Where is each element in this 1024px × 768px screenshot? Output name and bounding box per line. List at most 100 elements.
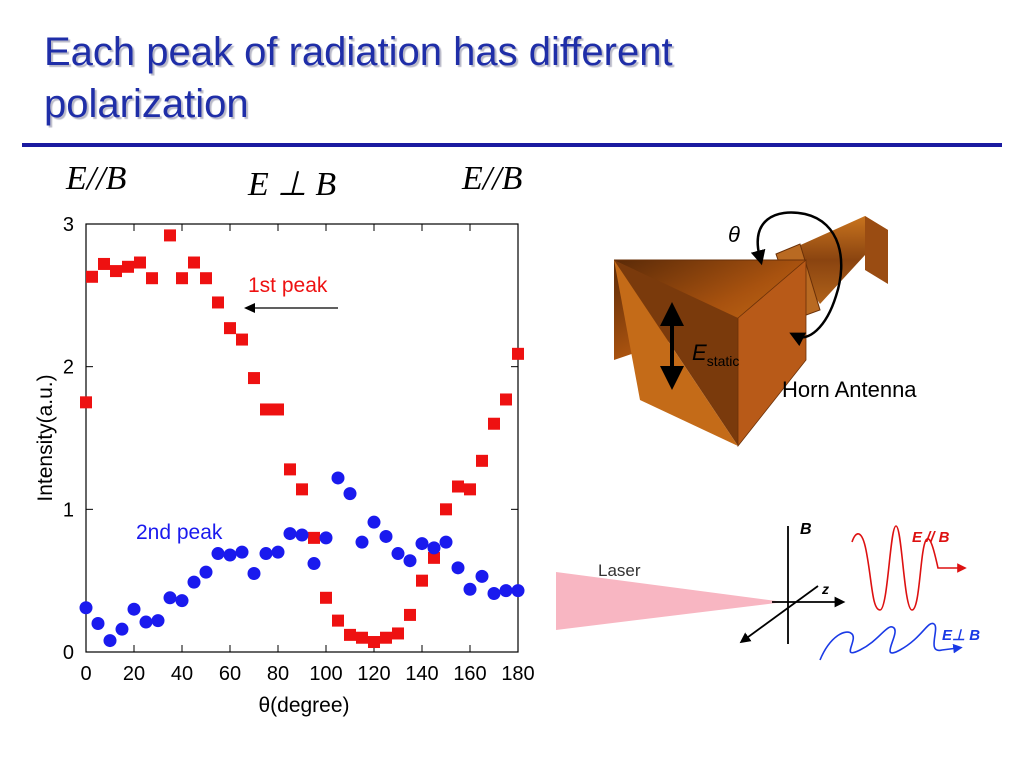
data-point-square [146,272,158,285]
data-point-square [284,463,296,476]
plot-frame [85,223,519,653]
data-point-circle [271,545,285,559]
data-point-circle [439,535,453,549]
data-point-circle [259,547,273,561]
series-1st-peak [80,229,524,649]
b-axis-label: B [800,521,812,538]
data-point-circle [463,582,477,596]
x-tick-label: 60 [219,663,241,685]
data-point-square [380,631,392,644]
data-point-square [122,260,134,273]
e-static-main: E [692,340,707,365]
data-point-circle [127,602,141,616]
data-point-circle [391,547,405,561]
data-point-square [404,608,416,621]
data-point-circle [91,616,105,630]
wave-e-perp-b [819,622,963,661]
annotation-1st-peak: 1st peak [248,274,328,297]
intensity-chart: 0 20 40 60 80 100 120 140 160 180 0 1 2 3 1st peak 2… [34,214,535,717]
data-point-circle [187,575,201,589]
x-tick-label: 20 [123,663,145,685]
x-tick-label: 80 [267,663,289,685]
horn-antenna-diagram: θ Estatic Horn Antenna [614,211,917,448]
data-point-square [224,322,236,335]
x-axis-line [739,585,819,644]
y-tick-label: 1 [63,499,74,521]
data-point-circle [355,535,369,549]
title-divider [22,143,1002,147]
data-point-circle [427,541,441,555]
data-point-circle [211,547,225,561]
data-point-square [110,265,122,278]
data-point-circle [451,561,465,575]
data-point-circle [331,471,345,485]
waveguide-end [865,216,888,284]
x-tick-label: 120 [357,663,390,685]
data-point-square [416,574,428,587]
data-point-circle [319,531,333,545]
data-point-circle [511,584,525,598]
data-point-square [512,347,524,360]
data-point-circle [499,584,513,598]
annotation-2nd-peak: 2nd peak [136,521,223,544]
data-point-square [212,296,224,309]
data-point-circle [223,548,237,562]
label-e-parallel-b-left: E//B [66,160,127,197]
data-point-circle [247,567,261,581]
data-point-circle [379,529,393,543]
x-tick-label: 180 [501,663,534,685]
data-point-square [440,503,452,516]
data-point-circle [163,591,177,605]
y-axis: 0 1 2 3 [63,214,518,664]
data-point-square [344,628,356,641]
wave-e-parallel-b [851,525,967,611]
data-point-square [428,551,440,564]
data-point-square [320,591,332,604]
x-axis-label: θ(degree) [258,694,349,717]
data-point-square [248,372,260,385]
data-point-circle [403,554,417,568]
series-2nd-peak [79,471,525,648]
slide-title: Each peak of radiation has different pol… [44,26,944,130]
data-point-circle [475,569,489,583]
data-point-square [452,480,464,493]
data-point-circle [235,545,249,559]
title-line-1: Each peak of radiation has different [44,30,673,74]
z-axis-label: z [821,581,829,597]
data-point-circle [139,615,153,629]
data-point-circle [283,527,297,541]
e-static-label: Estatic [692,340,739,369]
data-point-square [296,483,308,496]
data-point-circle [367,515,381,529]
x-tick-label: 160 [453,663,486,685]
data-point-square [356,631,368,644]
x-tick-label: 100 [309,663,342,685]
data-point-square [272,403,284,416]
x-tick-label: 140 [405,663,438,685]
data-point-circle [103,634,117,648]
data-point-square [500,393,512,406]
data-point-square [86,270,98,283]
laser-label: Laser [598,561,641,580]
data-point-square [476,454,488,467]
label-e-parallel-b-right: E//B [462,160,523,197]
data-point-circle [79,601,93,615]
y-tick-label: 2 [63,357,74,379]
data-point-square [200,272,212,285]
laser-polarization-diagram: Laser B z E // B E⊥ B [556,521,980,661]
data-point-circle [175,594,189,608]
theta-label: θ [728,222,740,247]
data-point-circle [199,565,213,579]
horn-antenna-label: Horn Antenna [782,377,917,402]
wave-e-perp-b-label: E⊥ B [942,627,980,644]
label-e-perp-b: E ⊥ B [248,166,337,203]
title-line-2: polarization [44,82,249,126]
data-point-circle [487,587,501,601]
data-point-circle [343,487,357,501]
y-axis-label: Intensity(a.u.) [34,374,57,501]
data-point-square [176,272,188,285]
data-point-square [464,483,476,496]
data-point-square [134,256,146,269]
data-point-square [236,333,248,346]
data-point-circle [415,537,429,551]
